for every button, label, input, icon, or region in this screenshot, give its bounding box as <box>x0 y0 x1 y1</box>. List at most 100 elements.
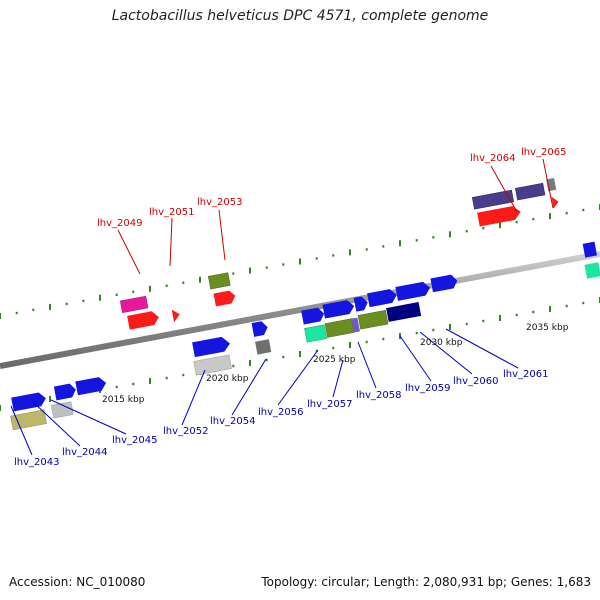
scale-tick <box>32 308 35 312</box>
genome-backbone <box>0 251 600 369</box>
scale-tick <box>532 217 535 221</box>
scale-tick <box>449 231 451 238</box>
scale-tick <box>132 382 135 386</box>
gene-lhv-2057[interactable] <box>324 317 360 338</box>
gene-teal-right <box>584 262 600 279</box>
gene-label-lhv-2061[interactable]: lhv_2061 <box>503 369 548 380</box>
scale-tick <box>165 284 168 287</box>
gene-lhv-2064[interactable] <box>471 189 522 227</box>
scale-tick <box>49 303 51 310</box>
scale-tick <box>49 396 51 402</box>
scale-tick <box>515 313 518 317</box>
scale-tick <box>132 290 135 293</box>
scale-tick <box>299 351 301 357</box>
gene-lhv-2053[interactable] <box>207 272 236 307</box>
scale-tick <box>249 360 251 366</box>
scale-tick <box>582 301 585 305</box>
scale-tick <box>65 302 68 306</box>
scale-label-2025: 2025 kbp <box>313 355 356 365</box>
scale-tick <box>0 313 1 319</box>
gene-label-lhv-2051[interactable]: lhv_2051 <box>149 207 194 218</box>
gene-lhv-2049[interactable] <box>119 294 160 330</box>
gene-label-lhv-2060[interactable]: lhv_2060 <box>453 376 498 387</box>
scale-tick <box>165 376 168 380</box>
bottom-leader-lines <box>10 328 519 456</box>
scale-tick <box>115 385 118 389</box>
scale-tick <box>182 373 185 377</box>
scale-tick <box>432 328 435 332</box>
scale-tick <box>532 310 535 314</box>
scale-tick <box>432 236 435 239</box>
gene-label-lhv-2053[interactable]: lhv_2053 <box>197 197 242 208</box>
scale-tick <box>482 227 485 230</box>
scale-tick <box>149 285 151 292</box>
scale-tick <box>449 324 451 330</box>
scale-tick <box>399 240 401 247</box>
scale-tick <box>299 258 301 265</box>
scale-tick <box>0 405 1 411</box>
gene-label-lhv-2045[interactable]: lhv_2045 <box>112 435 157 446</box>
scale-tick <box>549 213 551 220</box>
genes-blue-row <box>11 241 598 412</box>
scale-tick <box>99 294 101 301</box>
gene-label-lhv-2057[interactable]: lhv_2057 <box>307 399 352 410</box>
scale-tick <box>549 306 551 312</box>
scale-tick <box>182 281 185 284</box>
gene-label-lhv-2044[interactable]: lhv_2044 <box>62 447 107 458</box>
scale-tick <box>232 364 235 368</box>
scale-tick <box>499 315 501 321</box>
scale-tick <box>382 245 385 248</box>
scale-tick <box>15 311 18 315</box>
scale-tick <box>465 322 468 326</box>
gene-lhv-2058[interactable] <box>357 309 389 330</box>
accession-text: Accession: NC_010080 <box>9 575 146 589</box>
scale-tick <box>365 340 368 344</box>
gene-label-lhv-2054[interactable]: lhv_2054 <box>210 416 255 427</box>
gene-label-lhv-2064[interactable]: lhv_2064 <box>470 153 515 164</box>
scale-tick <box>565 211 568 215</box>
scale-tick <box>282 355 285 359</box>
scale-tick <box>565 304 568 308</box>
scale-tick <box>382 337 385 341</box>
scale-tick <box>232 272 235 275</box>
gene-label-lhv-2052[interactable]: lhv_2052 <box>163 426 208 437</box>
scale-tick <box>482 319 485 323</box>
scale-label-2030: 2030 kbp <box>420 338 463 348</box>
gene-lhv-2043[interactable] <box>10 409 47 431</box>
scale-tick <box>332 254 335 257</box>
scale-tick <box>149 378 151 384</box>
gene-label-lhv-2043[interactable]: lhv_2043 <box>14 457 59 468</box>
scale-tick <box>115 293 118 296</box>
gene-lhv-2056[interactable] <box>304 324 328 343</box>
gene-lhv-2054[interactable] <box>255 339 272 355</box>
gene-lhv-2065[interactable] <box>514 178 560 215</box>
scale-tick <box>349 342 351 348</box>
gene-label-lhv-2059[interactable]: lhv_2059 <box>405 383 450 394</box>
gene-lhv-2051[interactable] <box>171 308 181 323</box>
scale-label-2020: 2020 kbp <box>206 374 249 384</box>
scale-tick <box>465 230 468 233</box>
gene-label-lhv-2065[interactable]: lhv_2065 <box>521 147 566 158</box>
scale-tick <box>265 266 268 269</box>
scale-tick <box>349 249 351 256</box>
scale-tick <box>365 248 368 251</box>
scale-tick <box>332 346 335 350</box>
scale-tick <box>199 276 201 283</box>
gene-lhv-2052[interactable] <box>193 354 232 376</box>
scale-tick <box>415 331 418 335</box>
scale-tick <box>249 267 251 274</box>
genome-title: Lactobacillus helveticus DPC 4571, compl… <box>111 8 489 24</box>
scale-tick <box>582 208 585 212</box>
scale-label-2015: 2015 kbp <box>102 395 145 405</box>
scale-tick <box>265 358 268 362</box>
gene-lhv-2059[interactable] <box>386 302 422 322</box>
gene-label-lhv-2056[interactable]: lhv_2056 <box>258 407 303 418</box>
scale-label-2035: 2035 kbp <box>526 323 569 333</box>
scale-tick <box>415 239 418 242</box>
gene-lhv-2044[interactable] <box>51 401 74 419</box>
gene-label-lhv-2058[interactable]: lhv_2058 <box>356 390 401 401</box>
scale-tick <box>515 220 518 224</box>
gene-label-lhv-2049[interactable]: lhv_2049 <box>97 218 142 229</box>
scale-tick <box>315 257 318 260</box>
